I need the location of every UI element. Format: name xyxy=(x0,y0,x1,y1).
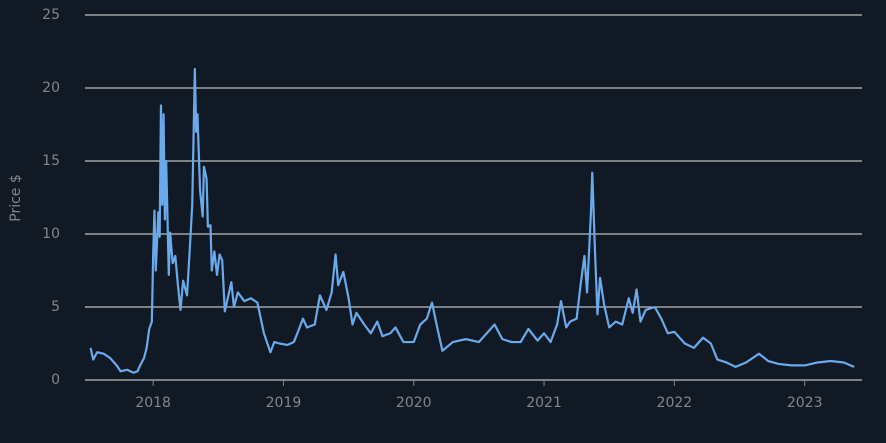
y-tick-label: 25 xyxy=(42,7,60,23)
y-tick-label: 15 xyxy=(42,153,60,169)
x-tick-label: 2023 xyxy=(787,395,823,411)
y-tick-label: 20 xyxy=(42,80,60,96)
x-tick-label: 2019 xyxy=(266,395,302,411)
x-tick-label: 2021 xyxy=(526,395,562,411)
y-axis-label: Price $ xyxy=(8,174,24,222)
y-tick-label: 10 xyxy=(42,226,60,242)
x-tick-label: 2022 xyxy=(657,395,693,411)
x-tick-label: 2020 xyxy=(396,395,432,411)
y-tick-label: 0 xyxy=(51,372,60,388)
x-tick-label: 2018 xyxy=(135,395,171,411)
price-line xyxy=(89,67,855,374)
y-tick-label: 5 xyxy=(51,299,60,315)
